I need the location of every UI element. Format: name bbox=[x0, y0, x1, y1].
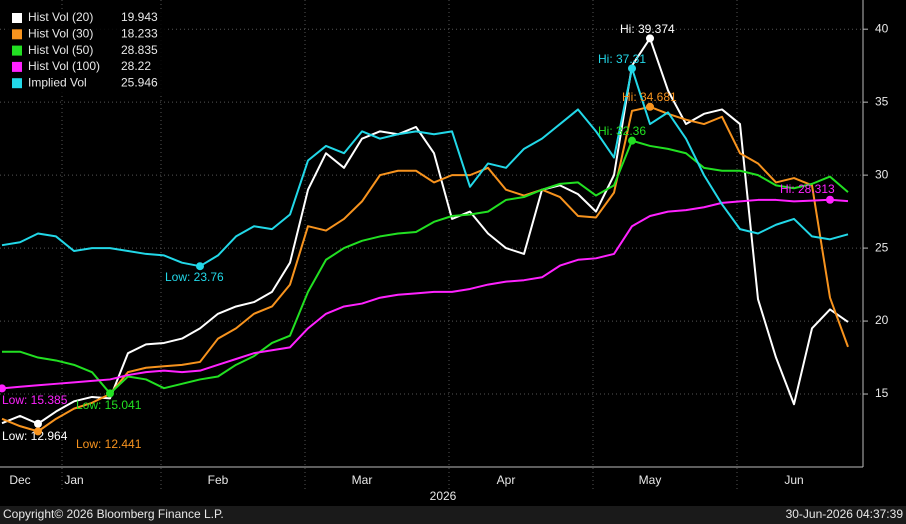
legend: Hist Vol (20) 19.943 Hist Vol (30) 18.233 Hi… bbox=[6, 9, 166, 93]
legend-swatch bbox=[12, 29, 22, 40]
y-tick-label: 30 bbox=[875, 167, 889, 181]
annotation: Low: 12.964 bbox=[2, 429, 68, 443]
y-tick-label: 20 bbox=[875, 313, 889, 327]
annotation: Hi: 32.36 bbox=[598, 124, 646, 138]
y-tick-label: 40 bbox=[875, 21, 889, 35]
extreme-marker bbox=[646, 34, 654, 43]
legend-label: Hist Vol (30) bbox=[28, 26, 93, 40]
legend-swatch bbox=[12, 61, 22, 72]
legend-swatch bbox=[12, 13, 22, 23]
series-line bbox=[1, 67, 849, 268]
annotation: Hi: 34.681 bbox=[622, 90, 677, 104]
legend-value: 19.943 bbox=[121, 10, 158, 24]
annotation: Hi: 39.374 bbox=[620, 22, 675, 36]
legend-label: Hist Vol (50) bbox=[28, 43, 93, 57]
x-tick-label: Dec bbox=[9, 473, 30, 487]
annotation: Low: 12.441 bbox=[76, 437, 142, 451]
extreme-marker bbox=[826, 195, 834, 204]
x-tick-label: Apr bbox=[497, 473, 516, 487]
annotation: Low: 15.385 bbox=[2, 393, 68, 407]
series-line bbox=[1, 198, 849, 390]
y-tick-label: 35 bbox=[875, 94, 889, 108]
series-line bbox=[2, 139, 849, 395]
x-tick-label: May bbox=[639, 473, 662, 487]
extreme-marker bbox=[34, 427, 42, 436]
extreme-marker bbox=[628, 64, 636, 73]
extreme-marker bbox=[646, 102, 654, 111]
legend-swatch bbox=[12, 45, 22, 56]
annotation: Hi: 28.313 bbox=[780, 182, 835, 196]
annotation: Low: 15.041 bbox=[76, 398, 142, 412]
x-tick-label: Jun bbox=[784, 473, 803, 487]
legend-label: Hist Vol (100) bbox=[28, 59, 100, 73]
extreme-marker bbox=[196, 262, 204, 271]
y-tick-label: 15 bbox=[875, 386, 889, 400]
legend-label: Hist Vol (20) bbox=[28, 10, 93, 24]
extreme-marker bbox=[34, 419, 42, 428]
x-tick-label: Feb bbox=[208, 473, 229, 487]
legend-value: 28.835 bbox=[121, 43, 158, 57]
extreme-marker bbox=[0, 384, 6, 393]
y-tick-label: 25 bbox=[875, 240, 889, 254]
annotation: Hi: 37.31 bbox=[598, 52, 646, 66]
extreme-marker bbox=[106, 389, 114, 398]
legend-value: 28.22 bbox=[121, 59, 151, 73]
legend-value: 18.233 bbox=[121, 26, 158, 40]
extreme-marker bbox=[628, 136, 636, 145]
legend-background bbox=[6, 9, 166, 93]
legend-label: Implied Vol bbox=[28, 75, 87, 89]
x-tick-label: Mar bbox=[352, 473, 373, 487]
legend-swatch bbox=[12, 78, 22, 89]
x-tick-label: Jan bbox=[64, 473, 83, 487]
series-line bbox=[1, 105, 849, 433]
legend-value: 25.946 bbox=[121, 75, 158, 89]
footer-right: 30-Jun-2026 04:37:39 bbox=[786, 507, 904, 521]
footer-bar bbox=[0, 506, 906, 524]
x-axis-label: 2026 bbox=[430, 489, 457, 503]
series-line bbox=[1, 37, 849, 425]
footer-left: Copyright© 2026 Bloomberg Finance L.P. bbox=[3, 507, 224, 521]
annotation: Low: 23.76 bbox=[165, 270, 224, 284]
